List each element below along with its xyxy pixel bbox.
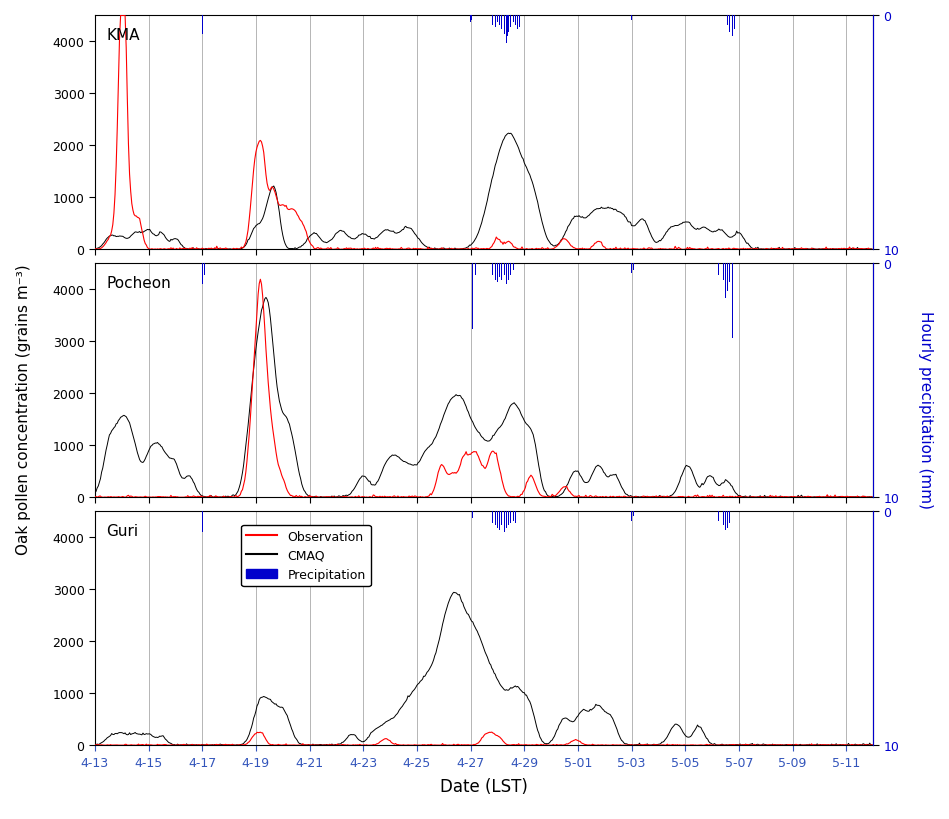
Bar	[506, 512, 507, 528]
Bar	[511, 264, 512, 276]
Bar	[472, 16, 473, 21]
Bar	[494, 512, 495, 526]
Bar	[514, 512, 516, 523]
Bar	[725, 264, 726, 299]
Bar	[497, 16, 498, 24]
Bar	[725, 512, 726, 531]
Bar	[470, 16, 471, 24]
Bar	[501, 512, 502, 526]
Bar	[519, 16, 520, 28]
X-axis label: Date (LST): Date (LST)	[440, 777, 528, 795]
Bar	[633, 264, 634, 271]
Bar	[730, 264, 731, 283]
Bar	[504, 512, 505, 532]
Bar	[499, 16, 500, 25]
Bar	[204, 264, 205, 276]
Bar	[631, 16, 632, 21]
Bar	[512, 16, 513, 24]
Bar	[497, 512, 498, 528]
Bar	[631, 264, 632, 274]
Bar	[473, 512, 474, 518]
Bar	[474, 264, 475, 276]
Bar	[504, 16, 505, 35]
Text: Hourly precipitation (mm): Hourly precipitation (mm)	[918, 310, 933, 509]
Bar	[202, 16, 203, 35]
Bar	[499, 512, 500, 531]
Bar	[723, 264, 724, 280]
Bar	[512, 512, 513, 521]
Text: Pocheon: Pocheon	[106, 276, 172, 291]
Bar	[631, 512, 632, 521]
Bar	[727, 264, 728, 292]
Bar	[501, 264, 502, 280]
Text: KMA: KMA	[106, 28, 140, 43]
Legend: Observation, CMAQ, Precipitation: Observation, CMAQ, Precipitation	[241, 525, 371, 586]
Bar	[497, 264, 498, 283]
Bar	[508, 264, 509, 280]
Bar	[508, 512, 509, 526]
Bar	[508, 16, 509, 33]
Bar	[512, 264, 513, 271]
Bar	[514, 16, 516, 25]
Bar	[730, 16, 731, 33]
Bar	[718, 264, 719, 276]
Bar	[473, 264, 474, 329]
Bar	[202, 264, 203, 285]
Text: Oak pollen concentration (grains m⁻³): Oak pollen concentration (grains m⁻³)	[16, 265, 31, 554]
Bar	[734, 16, 735, 30]
Bar	[732, 16, 733, 38]
Bar	[732, 264, 733, 339]
Bar	[511, 512, 512, 523]
Bar	[633, 512, 634, 516]
Bar	[718, 512, 719, 521]
Bar	[727, 16, 728, 25]
Bar	[517, 16, 518, 30]
Bar	[730, 512, 731, 523]
Bar	[723, 512, 724, 526]
Bar	[504, 264, 505, 276]
Bar	[506, 264, 507, 285]
Bar	[202, 512, 203, 532]
Text: Guri: Guri	[106, 523, 139, 538]
Bar	[494, 16, 495, 28]
Bar	[499, 264, 500, 278]
Bar	[494, 264, 495, 280]
Bar	[727, 512, 728, 528]
Bar	[511, 16, 512, 28]
Bar	[506, 16, 507, 44]
Bar	[507, 16, 508, 38]
Bar	[501, 16, 502, 30]
